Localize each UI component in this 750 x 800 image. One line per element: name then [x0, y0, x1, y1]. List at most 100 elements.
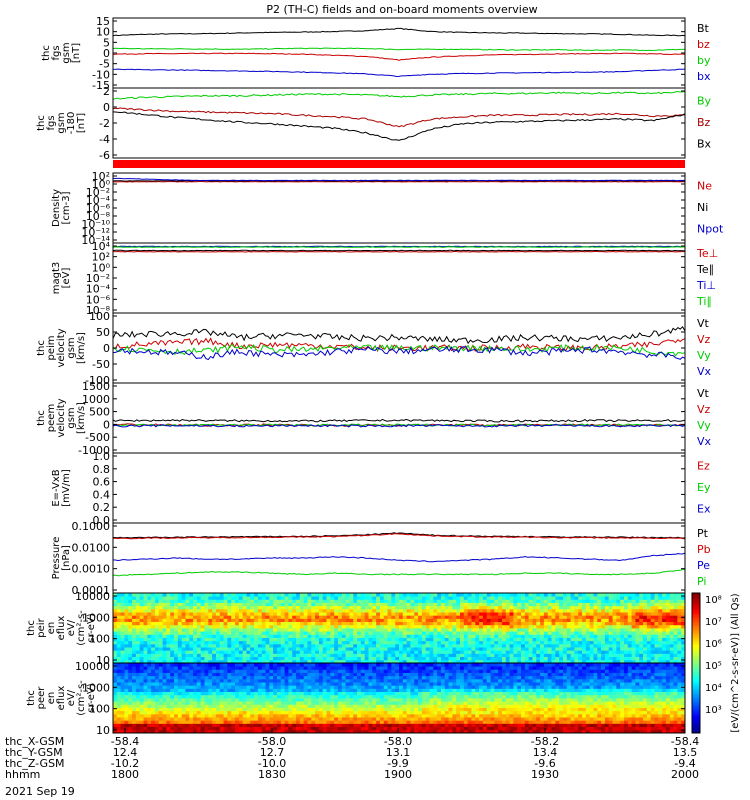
spectrogram-cell — [208, 729, 213, 734]
spectrogram-cell — [276, 647, 282, 651]
spectrogram-cell — [231, 678, 236, 683]
spectrogram-cell — [151, 685, 156, 689]
spectrogram-cell — [582, 628, 587, 632]
spectrogram-cell — [475, 621, 480, 626]
spectrogram-cell — [574, 640, 579, 645]
spectrogram-cell — [425, 608, 430, 613]
spectrogram-cell — [360, 602, 366, 607]
spectrogram-cell — [662, 659, 667, 664]
spectrogram-cell — [383, 593, 388, 597]
spectrogram-cell — [250, 653, 255, 658]
spectrogram-cell — [524, 624, 530, 629]
spectrogram-cell — [521, 659, 526, 664]
spectrogram-cell — [223, 631, 228, 635]
spectrogram-cell — [543, 605, 549, 610]
spectrogram-cell — [284, 729, 289, 734]
spectrogram-cell — [219, 720, 224, 724]
spectrogram-cell — [135, 729, 141, 734]
spectrogram-cell — [627, 628, 633, 632]
spectrogram-cell — [604, 618, 610, 623]
spectrogram-cell — [120, 656, 125, 661]
y-tick-label: 0 — [103, 47, 110, 60]
spectrogram-cell — [601, 634, 606, 638]
spectrogram-cell — [376, 624, 381, 629]
spectrogram-cell — [399, 628, 404, 632]
spectrogram-cell — [132, 720, 137, 724]
spectrogram-cell — [505, 621, 510, 626]
spectrogram-cell — [399, 621, 404, 626]
spectrogram-cell — [414, 596, 419, 600]
spectrogram-cell — [193, 694, 198, 699]
spectrogram-cell — [147, 666, 152, 670]
spectrogram-cell — [505, 593, 510, 597]
spectrogram-cell — [345, 631, 350, 635]
y-axis-label: thc peim velocity gsm [km/s] — [36, 328, 87, 367]
spectrogram-cell — [215, 618, 221, 623]
spectrogram-cell — [540, 615, 545, 619]
series-line-Pb — [113, 533, 686, 540]
spectrogram-cell — [425, 631, 430, 635]
spectrogram-cell — [486, 608, 491, 613]
spectrogram-cell — [681, 643, 686, 648]
spectrogram-cell — [456, 637, 461, 642]
spectrogram-cell — [311, 599, 316, 603]
spectrogram-cell — [246, 672, 251, 677]
spectrogram-cell — [113, 682, 118, 686]
spectrogram-cell — [448, 612, 453, 616]
spectrogram-cell — [265, 618, 270, 623]
spectrogram-cell — [147, 599, 152, 603]
spectrogram-cell — [639, 608, 644, 613]
spectrogram-cell — [235, 659, 240, 664]
spectrogram-cell — [559, 615, 564, 619]
spectrogram-cell — [341, 729, 347, 734]
spectrogram-cell — [486, 637, 491, 642]
spectrogram-cell — [448, 628, 453, 632]
spectrogram-cell — [135, 685, 141, 689]
spectrogram-cell — [334, 599, 339, 603]
spectrogram-cell — [517, 593, 522, 597]
spectrogram-cell — [250, 688, 255, 693]
spectrogram-cell — [193, 647, 198, 651]
spectrogram-cell — [303, 698, 308, 702]
spectrogram-cell — [345, 685, 350, 689]
spectrogram-cell — [254, 720, 259, 724]
spectrogram-cell — [242, 621, 247, 626]
spectrogram-cell — [147, 621, 152, 626]
spectrogram-cell — [162, 650, 167, 654]
spectrogram-cell — [379, 618, 385, 623]
spectrogram-cell — [322, 729, 327, 734]
spectrogram-cell — [475, 624, 480, 629]
spectrogram-cell — [337, 717, 343, 721]
spectrogram-cell — [582, 637, 587, 642]
spectrogram-cell — [475, 643, 480, 648]
spectrogram-cell — [292, 602, 297, 607]
spectrogram-cell — [349, 669, 354, 673]
spectrogram-cell — [124, 615, 129, 619]
spectrogram-cell — [337, 729, 343, 734]
spectrogram-cell — [196, 650, 202, 654]
spectrogram-cell — [570, 615, 575, 619]
spectrogram-cell — [334, 618, 339, 623]
series-line-Bt — [112, 27, 686, 37]
legend-Pt: Pt — [697, 527, 709, 540]
spectrogram-cell — [612, 637, 617, 642]
spectrogram-cell — [360, 631, 366, 635]
spectrogram-cell — [490, 602, 495, 607]
spectrogram-cell — [406, 612, 411, 616]
spectrogram-cell — [189, 634, 194, 638]
spectrogram-cell — [231, 710, 236, 715]
spectrogram-cell — [177, 602, 183, 607]
spectrogram-cell — [196, 678, 202, 683]
spectrogram-cell — [399, 647, 404, 651]
spectrogram-cell — [639, 647, 644, 651]
spectrogram-cell — [185, 643, 190, 648]
spectrogram-cell — [513, 596, 518, 600]
spectrogram-cell — [254, 678, 259, 683]
spectrogram-cell — [334, 612, 339, 616]
spectrogram-cell — [181, 621, 186, 626]
spectrogram-cell — [494, 608, 499, 613]
spectrogram-cell — [185, 701, 190, 705]
spectrogram-cell — [383, 659, 388, 664]
spectrogram-cell — [292, 621, 297, 626]
spectrogram-cell — [143, 726, 148, 731]
